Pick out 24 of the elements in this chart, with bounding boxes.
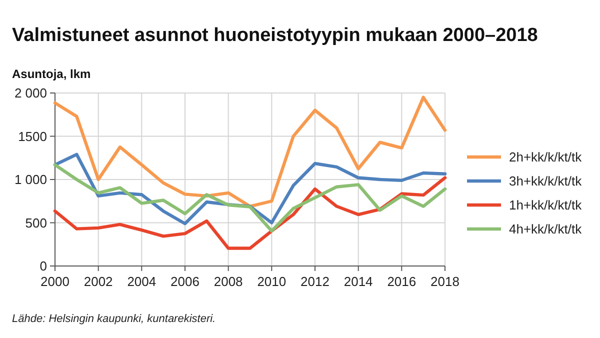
y-tick-label: 1500 — [18, 128, 47, 144]
x-tick-label: 2014 — [344, 274, 373, 289]
x-tick-label: 2006 — [170, 274, 200, 289]
legend-label: 3h+kk/k/kt/tk — [509, 174, 582, 189]
y-tick-label: 1 000 — [14, 172, 47, 188]
y-axis-title: Asuntoja, lkm — [12, 67, 91, 81]
line-series — [53, 163, 447, 233]
x-tick-label: 2016 — [387, 274, 416, 289]
y-tick-label: 2 000 — [14, 86, 47, 101]
legend-label: 2h+kk/k/kt/tk — [509, 150, 582, 165]
legend-label: 4h+kk/k/kt/tk — [509, 222, 582, 237]
x-tick-label: 2012 — [300, 274, 330, 289]
y-tick-label: 500 — [25, 215, 47, 230]
x-tick-label: 2000 — [40, 274, 70, 289]
x-tick-label: 2004 — [127, 274, 156, 289]
x-tick-label: 2008 — [214, 274, 243, 289]
legend-label: 1h+kk/k/kt/tk — [509, 198, 582, 213]
line-series — [53, 96, 447, 208]
text: Lähde: Helsingin kaupunki, kuntarekisteri. — [12, 313, 216, 325]
x-tick-label: 2018 — [430, 274, 460, 289]
chart-title: Valmistuneet asunnot huoneistotyypin mukaan 2000–2018 — [12, 25, 538, 46]
y-tick-label: 0 — [40, 258, 47, 274]
x-tick-label: 2002 — [84, 274, 113, 289]
x-tick-label: 2010 — [257, 274, 286, 289]
